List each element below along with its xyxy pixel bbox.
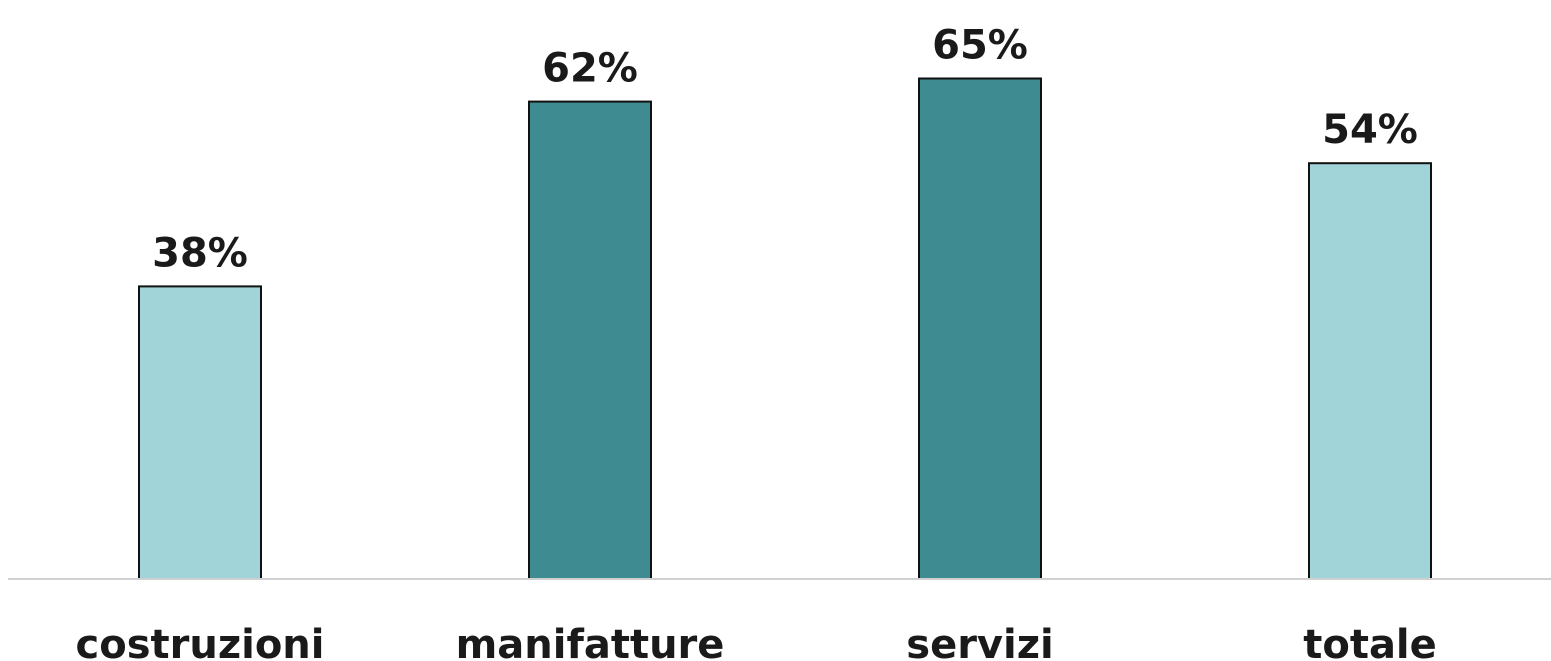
value-labels-group: 38% 62% 65% 54% [152, 23, 1418, 277]
bar-manifatture [528, 100, 652, 580]
bar-servizi [918, 77, 1042, 580]
bar-costruzioni [138, 285, 262, 580]
category-label-costruzioni: costruzioni [76, 622, 325, 661]
category-label-manifatture: manifatture [456, 622, 725, 661]
bar-totale [1308, 162, 1432, 580]
bars-group [138, 77, 1432, 580]
value-label-manifatture: 62% [542, 46, 638, 92]
value-label-costruzioni: 38% [152, 230, 248, 276]
value-label-servizi: 65% [932, 23, 1028, 69]
category-label-servizi: servizi [906, 622, 1053, 661]
value-label-totale: 54% [1322, 107, 1418, 153]
category-label-totale: totale [1303, 622, 1437, 661]
category-labels-group: costruzioni manifatture servizi totale [76, 622, 1437, 661]
